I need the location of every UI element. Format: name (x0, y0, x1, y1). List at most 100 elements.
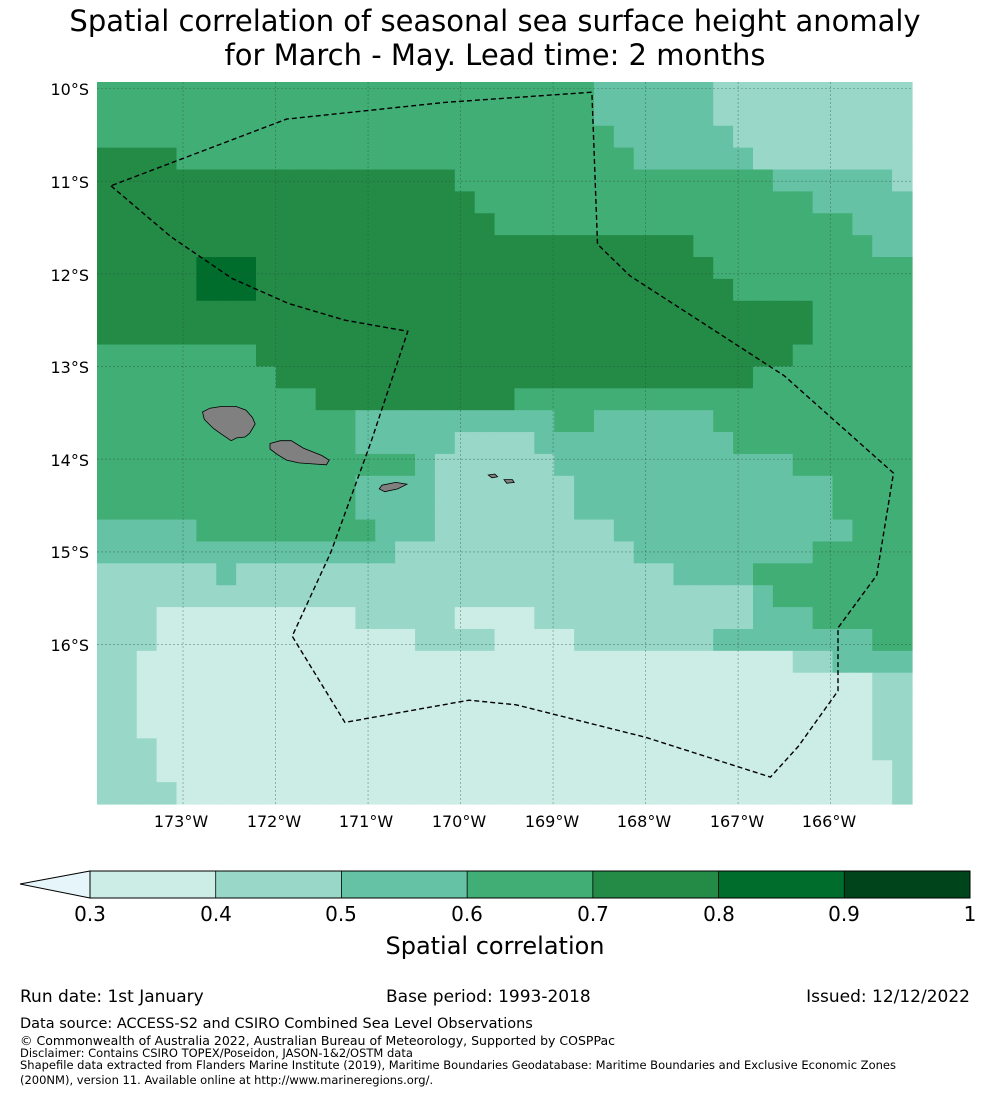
grid-cell (812, 628, 834, 652)
grid-cell (415, 760, 436, 783)
grid-cell (534, 782, 555, 805)
grid-cell (216, 585, 237, 608)
grid-cell (97, 366, 118, 389)
grid-cell (812, 607, 834, 630)
grid-cell (554, 388, 575, 411)
grid-cell (693, 628, 714, 652)
grid-cell (256, 103, 277, 127)
grid-cell (454, 125, 476, 149)
grid-cell (116, 103, 138, 127)
grid-cell (315, 563, 337, 586)
grid-cell (872, 475, 893, 499)
grid-cell (256, 322, 277, 346)
grid-cell (574, 475, 595, 499)
grid-cell (713, 82, 734, 105)
grid-cell (733, 563, 754, 586)
grid-cell (892, 344, 913, 368)
grid-cell (733, 191, 754, 214)
grid-cell (872, 82, 893, 105)
grid-cell (792, 628, 814, 652)
grid-cell (653, 694, 675, 718)
grid-cell (176, 628, 197, 652)
grid-cell (752, 519, 774, 543)
grid-cell (474, 366, 496, 389)
grid-cell (872, 278, 893, 302)
grid-cell (752, 694, 774, 718)
grid-cell (216, 169, 237, 192)
grid-cell (335, 388, 357, 411)
grid-cell (236, 366, 257, 389)
grid-cell (355, 650, 376, 674)
grid-cell (275, 672, 297, 696)
grid-cell (832, 147, 853, 171)
grid-cell (355, 235, 376, 258)
grid-cell (554, 322, 575, 346)
grid-cell (673, 694, 694, 718)
grid-cell (892, 213, 913, 236)
grid-cell (792, 453, 814, 477)
grid-cell (633, 607, 655, 630)
grid-cell (97, 563, 118, 586)
grid-cell (514, 82, 535, 105)
grid-cell (196, 213, 217, 236)
grid-cell (474, 563, 496, 586)
lat-label-16s: 16°S (50, 636, 89, 655)
grid-cell (335, 300, 357, 324)
grid-cell (534, 344, 555, 368)
grid-cell (474, 235, 496, 258)
grid-cell (315, 497, 337, 521)
data-source: Data source: ACCESS-S2 and CSIRO Combine… (20, 1016, 533, 1032)
grid-cell (415, 694, 436, 718)
grid-cell (872, 650, 893, 674)
grid-cell (434, 672, 456, 696)
grid-cell (554, 235, 575, 258)
grid-cell (395, 366, 416, 389)
grid-cell (136, 628, 158, 652)
grid-cell (295, 497, 317, 521)
grid-cell (593, 475, 615, 499)
grid-cell (136, 388, 158, 411)
grid-cell (454, 344, 476, 368)
grid-cell (872, 716, 893, 739)
grid-cell (752, 278, 774, 302)
grid-cell (892, 519, 913, 543)
grid-cell (275, 607, 297, 630)
grid-cell (116, 432, 138, 455)
copyright: © Commonwealth of Australia 2022, Austra… (20, 1033, 615, 1048)
grid-cell (434, 191, 456, 214)
grid-cell (395, 300, 416, 324)
grid-cell (97, 213, 118, 236)
grid-cell (375, 147, 396, 171)
grid-cell (275, 366, 297, 389)
grid-cell (852, 410, 873, 433)
grid-cell (97, 694, 118, 718)
grid-cell (236, 344, 257, 368)
grid-cell (216, 628, 237, 652)
grid-cell (216, 388, 237, 411)
grid-cell (832, 541, 853, 564)
grid-cell (256, 607, 277, 630)
grid-cell (892, 169, 913, 192)
grid-cell (872, 410, 893, 433)
grid-cell (474, 519, 496, 543)
grid-cell (97, 475, 118, 499)
grid-cell (335, 541, 357, 564)
grid-cell (136, 607, 158, 630)
grid-cell (494, 585, 516, 608)
grid-cell (415, 650, 436, 674)
grid-cell (196, 82, 217, 105)
grid-cell (693, 650, 714, 674)
grid-cell (156, 563, 178, 586)
grid-cell (673, 82, 694, 105)
grid-cell (832, 497, 853, 521)
grid-cell (772, 585, 794, 608)
grid-cell (653, 453, 675, 477)
grid-cell (136, 716, 158, 739)
grid-cell (792, 366, 814, 389)
grid-cell (295, 388, 317, 411)
grid-cell (892, 191, 913, 214)
grid-cell (574, 453, 595, 477)
grid-cell (892, 432, 913, 455)
grid-cell (792, 607, 814, 630)
grid-cell (156, 322, 178, 346)
